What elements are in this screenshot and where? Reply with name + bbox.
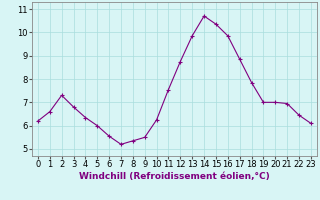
X-axis label: Windchill (Refroidissement éolien,°C): Windchill (Refroidissement éolien,°C) [79, 172, 270, 181]
